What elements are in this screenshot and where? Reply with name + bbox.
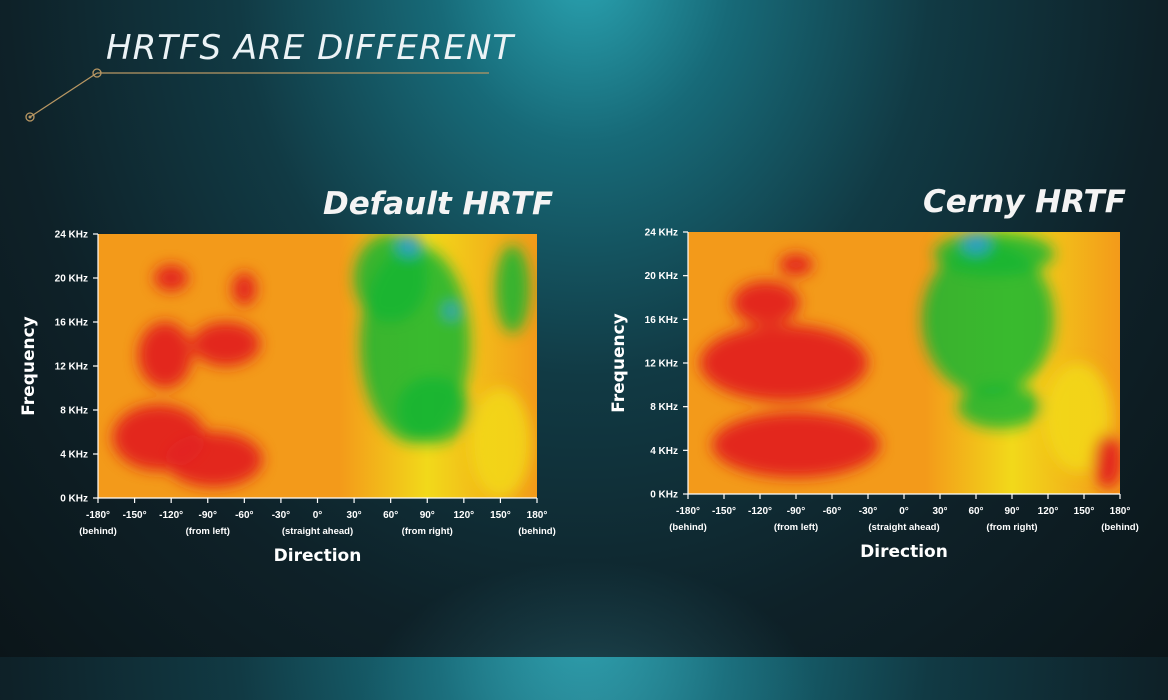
y-tick-label: 0 KHz: [650, 490, 678, 501]
x-tick-note: (behind): [1101, 522, 1138, 533]
y-tick-label: 12 KHz: [645, 359, 678, 370]
heatmap-plot-area: [688, 232, 1120, 494]
x-tick-label: 30°: [932, 506, 947, 517]
x-tick-label: 0°: [313, 510, 323, 521]
heatmap-region-mid-low: [922, 242, 1054, 396]
x-tick-note: (straight ahead): [282, 526, 353, 537]
x-tick-note: (from right): [402, 526, 453, 537]
x-tick-label: -180°: [676, 506, 700, 517]
y-tick-label: 8 KHz: [650, 402, 678, 413]
heatmap-plot-area: [98, 234, 537, 498]
x-tick-label: 180°: [1110, 506, 1131, 517]
x-tick-label: -150°: [123, 510, 147, 521]
heatmap-region-high: [700, 324, 868, 402]
heatmap-region-low: [961, 232, 991, 254]
x-tick-label: 90°: [1004, 506, 1019, 517]
heatmap-region-mid-low: [495, 245, 530, 333]
y-tick-label: 0 KHz: [60, 494, 88, 505]
heatmap-default-hrtf: 0 KHz 4 KHz 8 KHz 12 KHz 16 KHz 20 KHz 24 KHz -…: [19, 230, 555, 566]
x-tick-label: 120°: [1038, 506, 1059, 517]
x-tick-note: (from left): [774, 522, 818, 533]
x-tick-label: -30°: [272, 510, 290, 521]
x-tick-label: 150°: [490, 510, 511, 521]
heatmap-region-mid: [1044, 363, 1112, 473]
y-tick-label: 4 KHz: [60, 450, 88, 461]
x-tick-label: -60°: [823, 506, 841, 517]
x-tick-note: (from left): [186, 526, 230, 537]
heatmap-region-low: [396, 234, 422, 256]
slide-title: HRTFS ARE DIFFERENT: [106, 28, 515, 68]
x-tick-label: 90°: [420, 510, 435, 521]
x-tick-label: 120°: [453, 510, 474, 521]
heatmap-region-high: [232, 272, 257, 306]
x-tick-label: 180°: [527, 510, 548, 521]
x-tick-label: -60°: [235, 510, 253, 521]
x-tick-label: 60°: [383, 510, 398, 521]
x-tick-label: 0°: [899, 506, 909, 517]
heatmap-region-mid-low: [958, 384, 1042, 429]
x-tick-label: -90°: [787, 506, 805, 517]
heatmap-region-mid-low: [354, 234, 428, 322]
x-tick-label: 30°: [347, 510, 362, 521]
heatmap-region-mid-low: [396, 377, 470, 443]
y-tick-label: 8 KHz: [60, 406, 88, 417]
heatmap-region-mid-low: [934, 232, 1054, 276]
heatmap-region-high: [154, 264, 189, 292]
x-axis-label: Direction: [860, 542, 948, 562]
heatmap-region-high: [732, 281, 800, 325]
heatmap-region-low: [444, 303, 459, 319]
y-tick-label: 4 KHz: [650, 446, 678, 457]
x-tick-label: -120°: [159, 510, 183, 521]
x-tick-note: (straight ahead): [868, 522, 939, 533]
y-tick-label: 20 KHz: [645, 271, 678, 282]
heatmap-region-high: [138, 322, 192, 388]
x-tick-note: (behind): [669, 522, 706, 533]
y-tick-label: 20 KHz: [55, 274, 88, 285]
y-tick-label: 24 KHz: [645, 228, 678, 239]
chart-title-default: Default HRTF: [323, 186, 554, 222]
x-tick-note: (from right): [986, 522, 1037, 533]
heatmap-region-high: [191, 322, 261, 366]
y-tick-label: 24 KHz: [55, 230, 88, 241]
heatmap-region-mid: [469, 388, 531, 498]
y-tick-label: 12 KHz: [55, 362, 88, 373]
heatmap-region-high: [779, 253, 813, 276]
x-tick-note: (behind): [79, 526, 116, 537]
heatmap-cerny-hrtf: 0 KHz 4 KHz 8 KHz 12 KHz 16 KHz 20 KHz 24 KHz -…: [609, 228, 1138, 562]
heatmap-region-high: [712, 412, 880, 478]
x-axis-label: Direction: [274, 546, 362, 566]
y-axis-label: Frequency: [19, 316, 39, 416]
x-tick-label: -30°: [859, 506, 877, 517]
y-tick-label: 16 KHz: [55, 318, 88, 329]
x-tick-note: (behind): [518, 526, 555, 537]
x-tick-label: 150°: [1074, 506, 1095, 517]
heatmap-region-high: [165, 432, 263, 487]
y-axis-label: Frequency: [609, 313, 629, 413]
chart-title-cerny: Cerny HRTF: [923, 184, 1126, 220]
x-tick-label: -120°: [748, 506, 772, 517]
x-tick-label: -180°: [86, 510, 110, 521]
title-decoration: [25, 68, 489, 122]
x-tick-label: -90°: [199, 510, 217, 521]
x-tick-label: 60°: [968, 506, 983, 517]
y-tick-label: 16 KHz: [645, 315, 678, 326]
x-tick-label: -150°: [712, 506, 736, 517]
heatmap-region-high: [1093, 433, 1120, 489]
